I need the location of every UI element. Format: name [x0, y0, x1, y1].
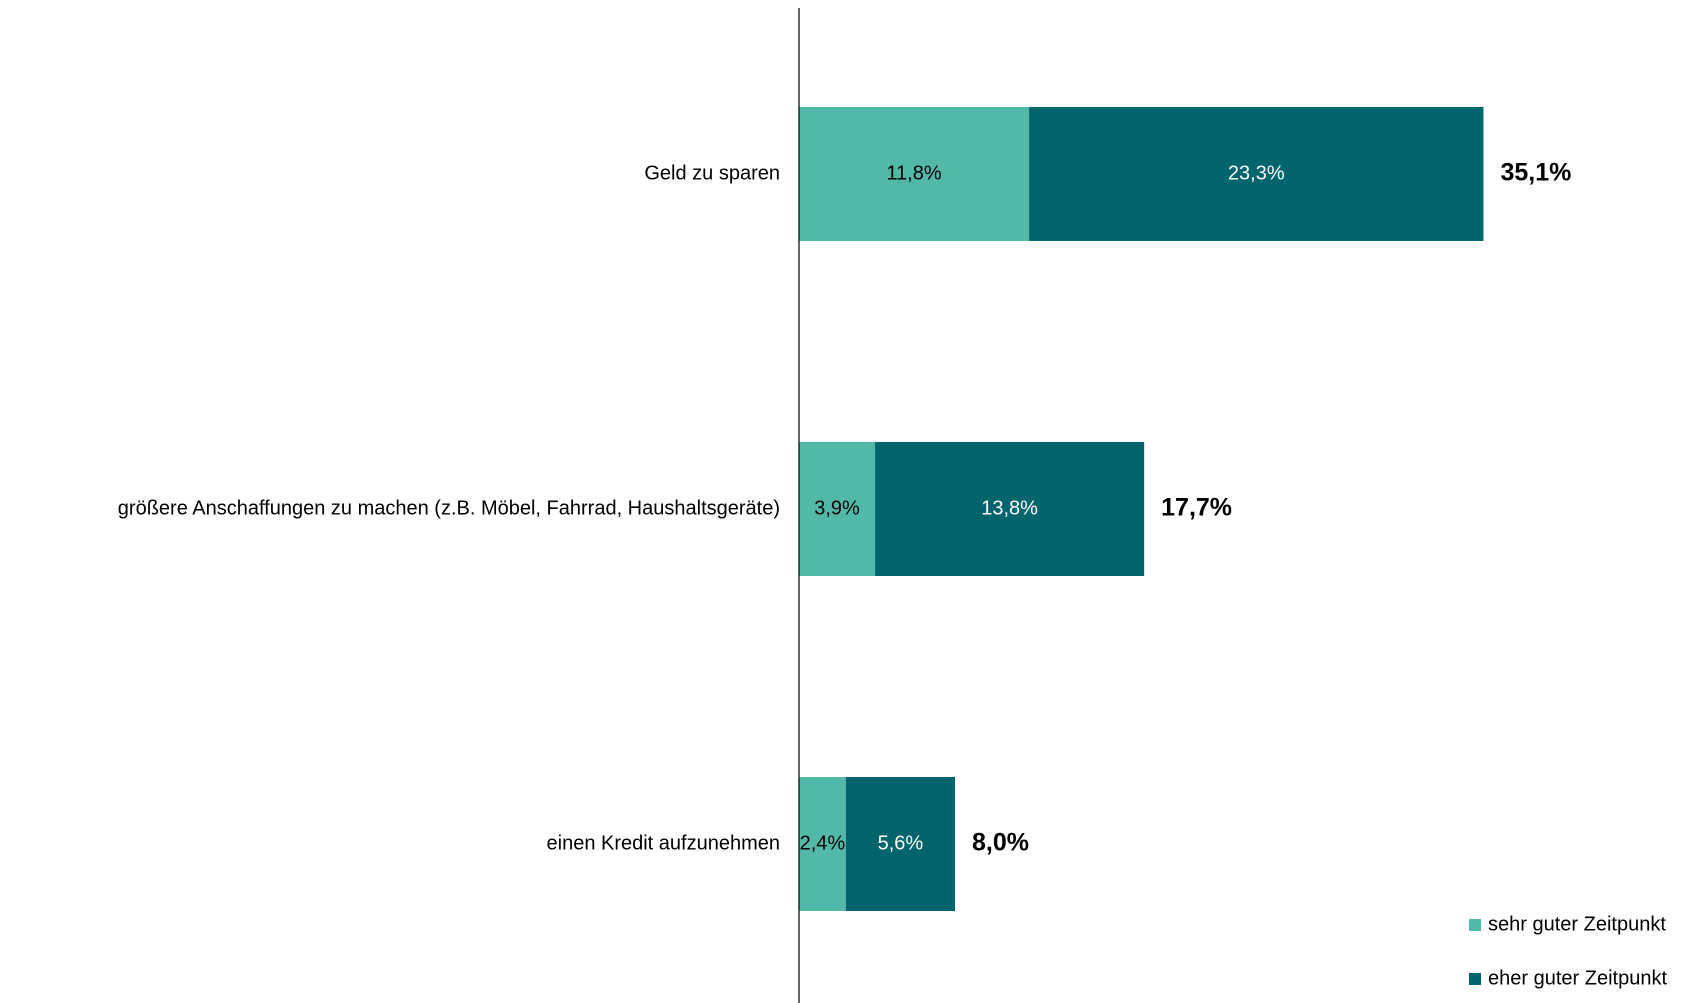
bar-segment	[799, 107, 1030, 241]
segment-label: 2,4%	[800, 832, 846, 854]
category-label: Geld zu sparen	[644, 162, 780, 184]
bar-segment	[799, 442, 876, 576]
legend-label: sehr guter Zeitpunkt	[1488, 913, 1666, 935]
segment-label: 13,8%	[981, 497, 1038, 519]
segment-label: 11,8%	[886, 162, 941, 184]
legend-swatch	[1469, 919, 1481, 931]
total-label: 17,7%	[1161, 494, 1232, 522]
bar-segment	[845, 777, 955, 911]
total-label: 8,0%	[972, 829, 1029, 857]
segment-label: 5,6%	[878, 832, 924, 854]
legend-swatch	[1469, 973, 1481, 985]
bar-segment	[799, 777, 846, 911]
bar-segment	[1029, 107, 1484, 241]
bar-segment	[875, 442, 1145, 576]
category-label: einen Kredit aufzunehmen	[547, 832, 781, 854]
total-label: 35,1%	[1500, 159, 1571, 187]
segment-label: 3,9%	[814, 497, 860, 519]
segment-label: 23,3%	[1228, 162, 1285, 184]
category-label: größere Anschaffungen zu machen (z.B. Mö…	[118, 497, 780, 519]
legend-label: eher guter Zeitpunkt	[1488, 967, 1667, 989]
